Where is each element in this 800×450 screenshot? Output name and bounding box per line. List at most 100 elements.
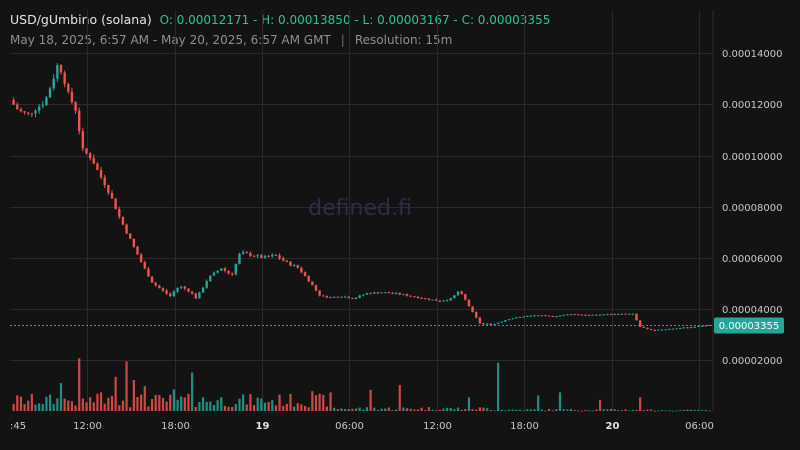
candle-body: [460, 291, 463, 295]
candle-body: [125, 224, 128, 234]
x-tick-label: 20: [606, 421, 620, 432]
candle-body: [416, 296, 420, 298]
candle-body: [617, 313, 620, 315]
candle-body: [373, 292, 376, 294]
candle-body: [234, 263, 238, 275]
volume-bar: [671, 410, 675, 412]
volume-bar: [318, 393, 321, 411]
candle-body: [405, 294, 409, 296]
candle-body: [169, 293, 172, 297]
volume-bar: [489, 409, 492, 411]
candle-body: [515, 317, 518, 319]
candle-body: [544, 315, 547, 317]
volume-bar: [223, 405, 227, 411]
volume-bar: [303, 406, 307, 411]
candle-body: [81, 131, 85, 149]
candle-body: [176, 287, 179, 292]
candle-body: [256, 255, 259, 257]
volume-bar: [314, 395, 318, 411]
candle-body: [660, 329, 664, 331]
volume-bar: [56, 398, 59, 411]
volume-bar: [212, 405, 216, 411]
volume-bar: [354, 408, 358, 411]
candle-body: [504, 320, 507, 322]
volume-bar: [387, 407, 390, 411]
close-price-label: 0.00003355: [719, 321, 779, 332]
volume-bar: [110, 395, 114, 411]
candle-body: [85, 148, 88, 154]
volume-bar: [569, 409, 573, 411]
volume-bar: [686, 409, 689, 411]
candle-body: [136, 246, 139, 255]
volume-bar: [486, 408, 489, 411]
volume-bar: [307, 407, 310, 411]
candle-body: [343, 296, 347, 298]
volume-bar: [242, 394, 245, 411]
volume-bar: [518, 409, 522, 411]
volume-bar: [460, 409, 463, 411]
candle-body: [110, 192, 114, 199]
volume-bar: [449, 407, 452, 411]
candle-body: [332, 296, 336, 298]
candle-body: [129, 233, 132, 239]
volume-bar: [201, 397, 205, 411]
x-tick-label: 18:00: [510, 421, 539, 432]
volume-bar: [639, 397, 642, 411]
x-tick-label: 12:00: [423, 421, 452, 432]
volume-bar: [216, 400, 219, 411]
volume-bar: [522, 410, 525, 412]
volume-bar: [391, 410, 394, 411]
volume-bar: [231, 406, 234, 411]
candle-body: [686, 327, 689, 329]
volume-bar: [16, 395, 19, 411]
candle-body: [329, 297, 332, 299]
candle-body: [431, 299, 434, 301]
candle-body: [16, 104, 19, 110]
candle-body: [358, 295, 361, 298]
volume-bar: [263, 402, 267, 411]
volume-bar: [121, 400, 125, 411]
volume-bar: [598, 399, 602, 411]
candle-body: [471, 306, 474, 313]
volume-bar: [493, 410, 496, 412]
candle-body: [340, 296, 343, 298]
candle-body: [376, 292, 380, 294]
volume-bar: [635, 409, 638, 411]
volume-bar: [664, 410, 667, 412]
volume-bar: [282, 406, 285, 411]
volume-bar: [234, 404, 237, 411]
candle-body: [165, 290, 168, 294]
volume-bar: [700, 410, 704, 411]
candle-body: [347, 296, 350, 299]
candle-body: [172, 291, 176, 297]
candle-body: [478, 317, 482, 324]
volume-bar: [649, 409, 653, 411]
volume-bar: [52, 404, 55, 411]
time-axis[interactable]: :45 12:00 18:00 19 06:00 12:00 18:00 20 06:00: [10, 421, 714, 432]
volume-bar: [118, 405, 121, 411]
volume-bar: [19, 396, 23, 411]
volume-bar: [595, 409, 598, 411]
candle-body: [693, 326, 696, 328]
x-tick-label: :45: [10, 421, 26, 432]
candle-body: [551, 315, 554, 317]
volume-bar: [708, 410, 711, 412]
candle-body: [682, 327, 686, 329]
price-axis[interactable]: 0.00002000 0.00004000 0.00006000 0.00008000…: [722, 49, 782, 367]
candle-body: [555, 316, 558, 318]
volume-bar: [431, 409, 434, 411]
candle-body: [78, 110, 81, 132]
volume-bar: [704, 409, 707, 411]
volume-bar: [41, 404, 44, 411]
candle-body: [438, 300, 442, 302]
volume-bar: [81, 398, 84, 411]
volume-bar: [617, 410, 620, 411]
pair-title: USD/gUmbino (solana): [10, 12, 152, 27]
volume-bar: [511, 409, 514, 411]
candle-body: [27, 112, 30, 114]
candle-body: [679, 327, 682, 329]
volume-bar: [373, 407, 376, 411]
volume-bar: [380, 408, 383, 411]
candle-body: [697, 325, 700, 327]
